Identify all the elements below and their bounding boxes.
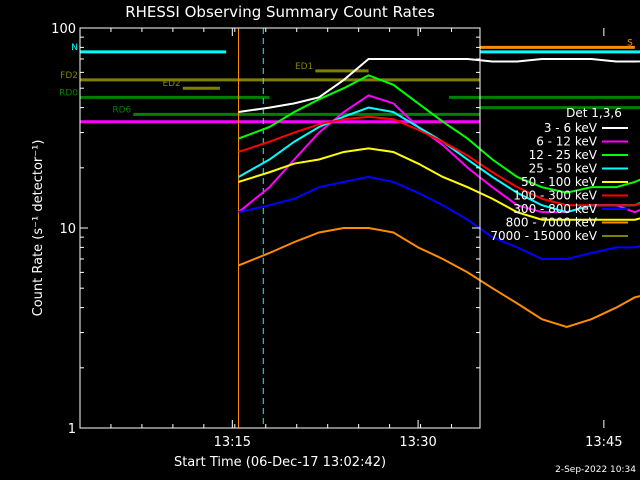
x-tick-label: 13:45 [585, 435, 622, 450]
flag-label: ED2 [162, 79, 180, 89]
legend-label: 300 - 800 keV [513, 202, 597, 216]
legend-label: 50 - 100 keV [521, 175, 598, 189]
legend-label: 25 - 50 keV [529, 162, 598, 176]
y-tick-label: 1 [68, 422, 76, 437]
series-line [238, 175, 640, 260]
flag-label: ED1 [295, 62, 313, 72]
legend-label: 7000 - 15000 keV [490, 229, 597, 243]
legend-label: 800 - 7000 keV [506, 216, 598, 230]
legend-label: 3 - 6 keV [544, 121, 598, 135]
vertical-marker-layer [238, 28, 264, 428]
series-line [238, 74, 640, 194]
flag-label: RD0 [59, 88, 78, 98]
y-axis-label: Count Rate (s⁻¹ detector⁻¹) [31, 140, 46, 317]
chart-title: RHESSI Observing Summary Count Rates [125, 3, 435, 21]
x-tick-label: 13:30 [399, 435, 436, 450]
series-line [238, 227, 640, 329]
series-line [238, 147, 640, 221]
flag-label: RD6 [112, 105, 131, 115]
series-line [238, 57, 640, 114]
y-tick-label: 10 [59, 222, 76, 237]
flag-label: N [71, 43, 78, 53]
y-tick-label: 100 [51, 22, 76, 37]
series-line [238, 106, 640, 214]
flag-label: FD2 [60, 71, 78, 81]
series-line [238, 115, 640, 207]
footer-date: 2-Sep-2022 10:34 [555, 465, 636, 475]
x-tick-label: 13:15 [214, 435, 251, 450]
flag-label: S [627, 38, 633, 48]
legend-label: 6 - 12 keV [536, 135, 598, 149]
legend-label: 100 - 300 keV [513, 189, 597, 203]
series-line [237, 94, 640, 214]
series-layer [237, 57, 640, 329]
x-axis-label: Start Time (06-Dec-17 13:02:42) [174, 455, 386, 470]
legend-label: 12 - 25 keV [529, 148, 598, 162]
legend-title: Det 1,3,6 [566, 106, 622, 120]
